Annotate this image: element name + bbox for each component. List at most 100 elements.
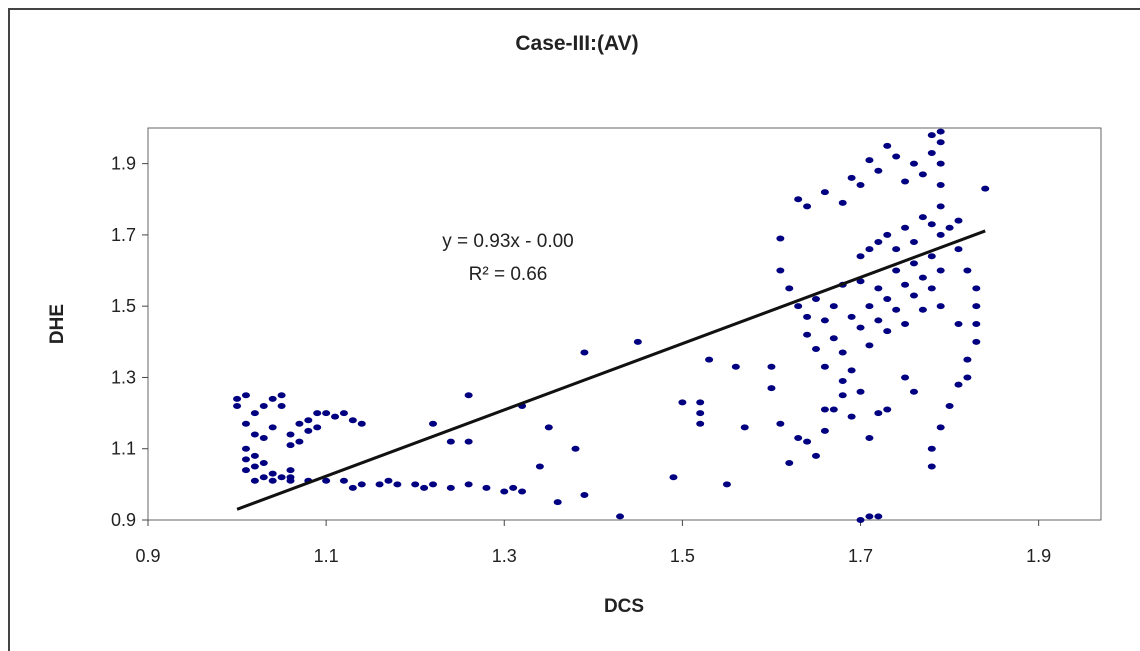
data-point — [928, 150, 936, 156]
data-point — [874, 513, 882, 519]
data-point — [857, 389, 865, 395]
data-point — [883, 407, 891, 413]
data-point — [901, 225, 909, 231]
data-point — [928, 221, 936, 227]
data-point — [349, 417, 357, 423]
data-point — [242, 446, 250, 452]
data-point — [358, 481, 366, 487]
data-point — [260, 460, 268, 466]
data-point — [322, 410, 330, 416]
data-point — [928, 464, 936, 470]
data-point — [803, 203, 811, 209]
data-point — [857, 182, 865, 188]
data-point — [616, 513, 624, 519]
data-point — [883, 232, 891, 238]
data-point — [242, 456, 250, 462]
data-point — [393, 481, 401, 487]
data-point — [794, 303, 802, 309]
data-point — [919, 275, 927, 281]
data-point — [669, 474, 677, 480]
y-tick-label: 1.5 — [111, 296, 136, 316]
data-point — [696, 399, 704, 405]
data-point — [910, 239, 918, 245]
data-point — [705, 357, 713, 363]
y-axis-title: DHE — [47, 304, 68, 344]
data-point — [928, 253, 936, 259]
data-point — [767, 364, 775, 370]
data-point — [857, 517, 865, 523]
data-point — [901, 282, 909, 288]
data-point — [251, 453, 259, 459]
data-point — [839, 378, 847, 384]
data-point — [295, 439, 303, 445]
x-tick-label: 1.3 — [492, 546, 517, 566]
y-axis-title-group: DHE — [47, 304, 68, 344]
data-point — [928, 132, 936, 138]
x-tick-label: 1.9 — [1026, 546, 1051, 566]
data-point — [937, 303, 945, 309]
data-point — [536, 464, 544, 470]
data-point — [919, 214, 927, 220]
data-point — [803, 439, 811, 445]
data-point — [892, 307, 900, 313]
data-point — [803, 314, 811, 320]
data-point — [278, 392, 286, 398]
data-point — [937, 161, 945, 167]
data-point — [857, 253, 865, 259]
data-point — [287, 431, 295, 437]
data-point — [821, 189, 829, 195]
data-point — [919, 171, 927, 177]
data-point — [892, 246, 900, 252]
data-point — [963, 357, 971, 363]
data-point — [937, 182, 945, 188]
data-point — [251, 464, 259, 470]
data-point — [634, 339, 642, 345]
data-point — [812, 296, 820, 302]
data-point — [794, 196, 802, 202]
data-point — [429, 481, 437, 487]
data-point — [839, 392, 847, 398]
data-point — [839, 350, 847, 356]
data-point — [251, 478, 259, 484]
y-tick-label: 1.3 — [111, 367, 136, 387]
data-point — [812, 453, 820, 459]
data-point — [696, 410, 704, 416]
data-point — [313, 410, 321, 416]
data-point — [865, 435, 873, 441]
x-tick-label: 1.1 — [314, 546, 339, 566]
data-point — [554, 499, 562, 505]
data-point — [518, 488, 526, 494]
data-point — [830, 335, 838, 341]
data-point — [937, 139, 945, 145]
data-point — [776, 235, 784, 241]
data-point — [954, 218, 962, 224]
data-point — [910, 292, 918, 298]
data-point — [874, 317, 882, 323]
data-point — [251, 431, 259, 437]
data-point — [723, 481, 731, 487]
data-point — [509, 485, 517, 491]
data-point — [260, 474, 268, 480]
y-tick-label: 0.9 — [111, 510, 136, 530]
data-point — [874, 410, 882, 416]
data-point — [242, 421, 250, 427]
data-point — [910, 260, 918, 266]
data-point — [278, 474, 286, 480]
data-point — [233, 396, 241, 402]
data-point — [767, 385, 775, 391]
data-point — [260, 403, 268, 409]
data-point — [287, 442, 295, 448]
data-point — [874, 168, 882, 174]
data-point — [937, 424, 945, 430]
data-point — [865, 513, 873, 519]
data-point — [269, 471, 277, 477]
x-tick-label: 0.9 — [135, 546, 160, 566]
data-point — [349, 485, 357, 491]
data-point — [260, 435, 268, 441]
data-point — [287, 478, 295, 484]
data-point — [883, 143, 891, 149]
chart-title: Case-III:(AV) — [515, 32, 638, 55]
y-tick-label: 1.1 — [111, 439, 136, 459]
data-point — [883, 328, 891, 334]
data-point — [269, 396, 277, 402]
